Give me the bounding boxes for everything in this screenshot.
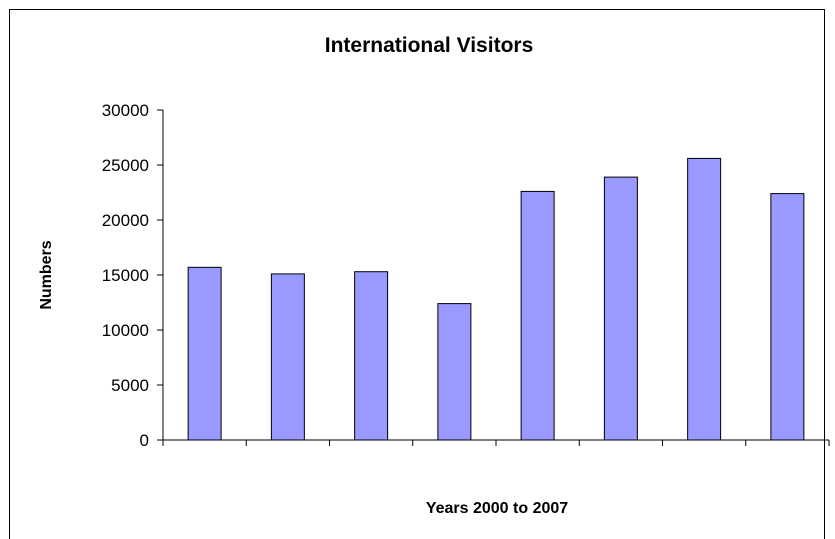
x-axis-ticks	[162, 440, 830, 446]
bar	[270, 273, 305, 441]
y-axis-label: Numbers	[38, 240, 55, 309]
y-tick-label: 15000	[102, 266, 149, 285]
x-axis-label: Years 2000 to 2007	[426, 500, 568, 517]
bar	[354, 271, 389, 441]
y-tick-label: 0	[140, 431, 149, 450]
y-tick-label: 25000	[102, 156, 149, 175]
y-tick-label: 20000	[102, 211, 149, 230]
y-axis-ticks: 0 5000 10000 15000 20000 25000 30000	[102, 101, 163, 450]
bar	[687, 157, 722, 441]
bar	[603, 176, 638, 441]
bar	[770, 193, 805, 441]
chart-title: International Visitors	[325, 34, 534, 57]
y-tick-label: 30000	[102, 101, 149, 120]
bar	[187, 266, 222, 441]
y-tick-label: 10000	[102, 321, 149, 340]
bar	[437, 303, 472, 441]
y-tick-label: 5000	[111, 376, 149, 395]
bars	[187, 157, 805, 441]
bar	[520, 190, 555, 441]
